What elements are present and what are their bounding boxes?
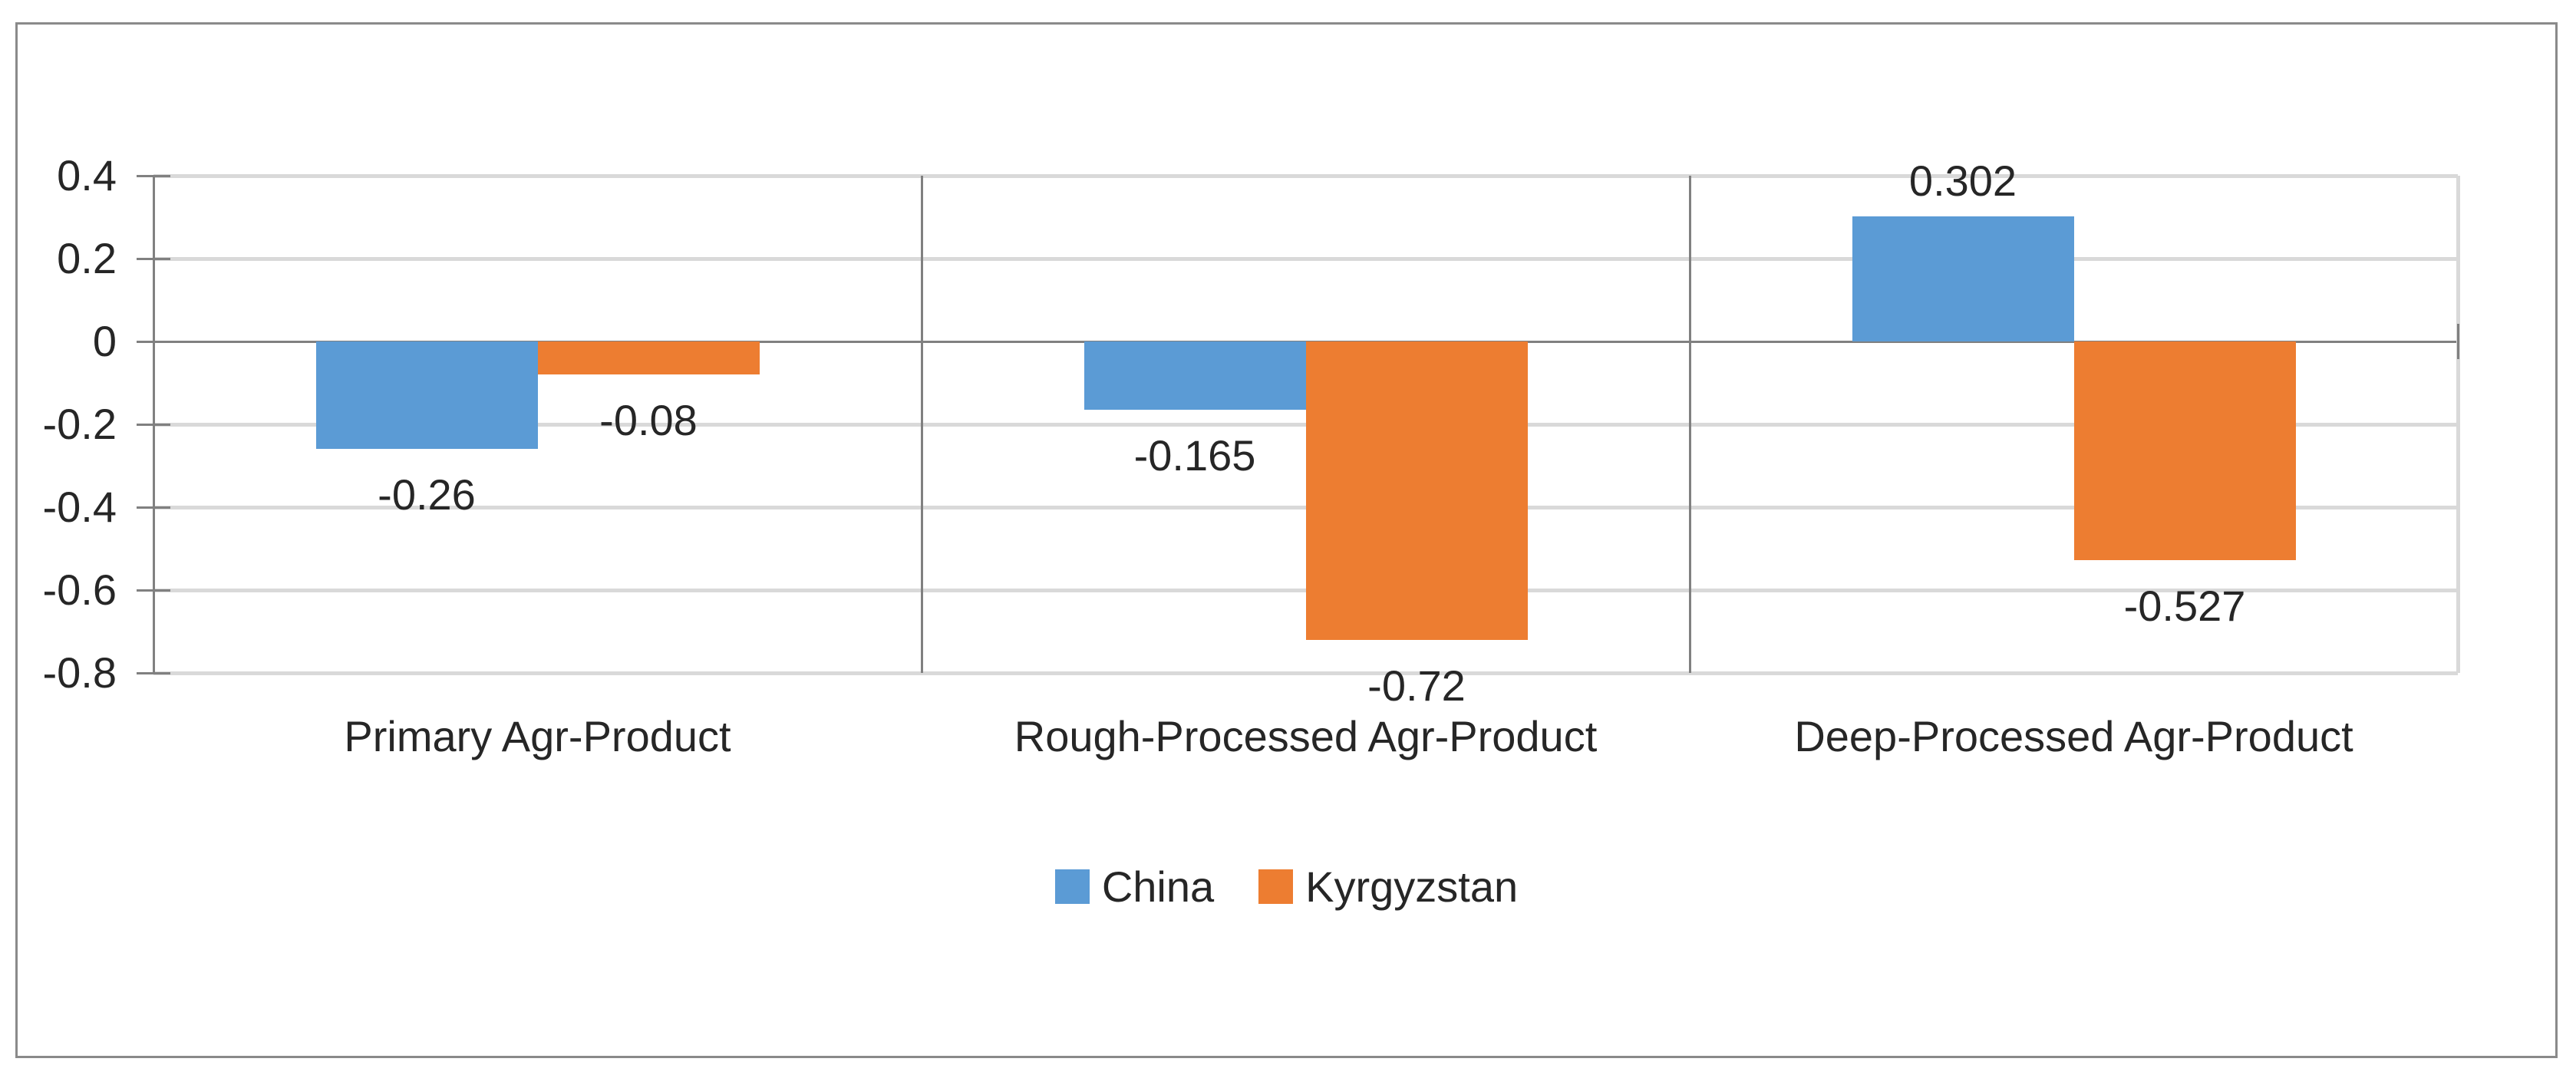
gridline-y	[153, 174, 2458, 178]
legend-label-kyrgyzstan: Kyrgyzstan	[1305, 862, 1519, 911]
category-label: Primary Agr-Product	[344, 712, 731, 760]
y-axis-tick-label: -0.8	[42, 648, 117, 697]
y-axis-tick-label: 0.4	[57, 151, 117, 200]
legend-label-china: China	[1101, 862, 1215, 911]
category-separator-line	[921, 176, 923, 673]
data-label-kyrgyzstan-0: -0.08	[599, 396, 698, 445]
data-label-china-2: 0.302	[1908, 156, 2017, 205]
y-axis-tick	[137, 672, 170, 674]
legend-swatch-kyrgyzstan-icon	[1258, 869, 1294, 904]
y-axis-tick-label: -0.6	[42, 566, 117, 614]
category-separator-line	[1689, 176, 1691, 673]
data-label-kyrgyzstan-2: -0.527	[2123, 581, 2246, 630]
legend: China Kyrgyzstan	[15, 862, 2558, 911]
gridline-y	[153, 257, 2458, 261]
bar-china-1	[1084, 341, 1306, 411]
x-axis-right-tick	[2457, 324, 2459, 359]
bar-china-2	[1852, 216, 2074, 341]
bar-kyrgyzstan-0	[537, 341, 760, 375]
gridline-y	[153, 671, 2458, 675]
y-axis-line	[153, 176, 155, 673]
data-label-china-1: -0.165	[1133, 431, 1256, 480]
plot-right-edge-line	[2456, 176, 2460, 673]
bar-kyrgyzstan-1	[1305, 341, 1528, 640]
bar-kyrgyzstan-2	[2073, 341, 2296, 560]
legend-item-kyrgyzstan: Kyrgyzstan	[1258, 862, 1518, 912]
y-axis-tick-label: 0.2	[57, 234, 117, 282]
category-label: Rough-Processed Agr-Product	[1014, 712, 1598, 760]
legend-swatch-china-icon	[1054, 869, 1090, 904]
legend-item-china: China	[1054, 862, 1215, 912]
data-label-china-0: -0.26	[378, 470, 476, 519]
y-axis-tick-label: 0	[92, 317, 117, 365]
bar-china-0	[315, 341, 538, 450]
category-label: Deep-Processed Agr-Product	[1794, 712, 2353, 760]
y-axis-tick-label: -0.4	[42, 483, 117, 531]
y-axis-tick-label: -0.2	[42, 400, 117, 448]
data-label-kyrgyzstan-1: -0.72	[1367, 661, 1466, 710]
